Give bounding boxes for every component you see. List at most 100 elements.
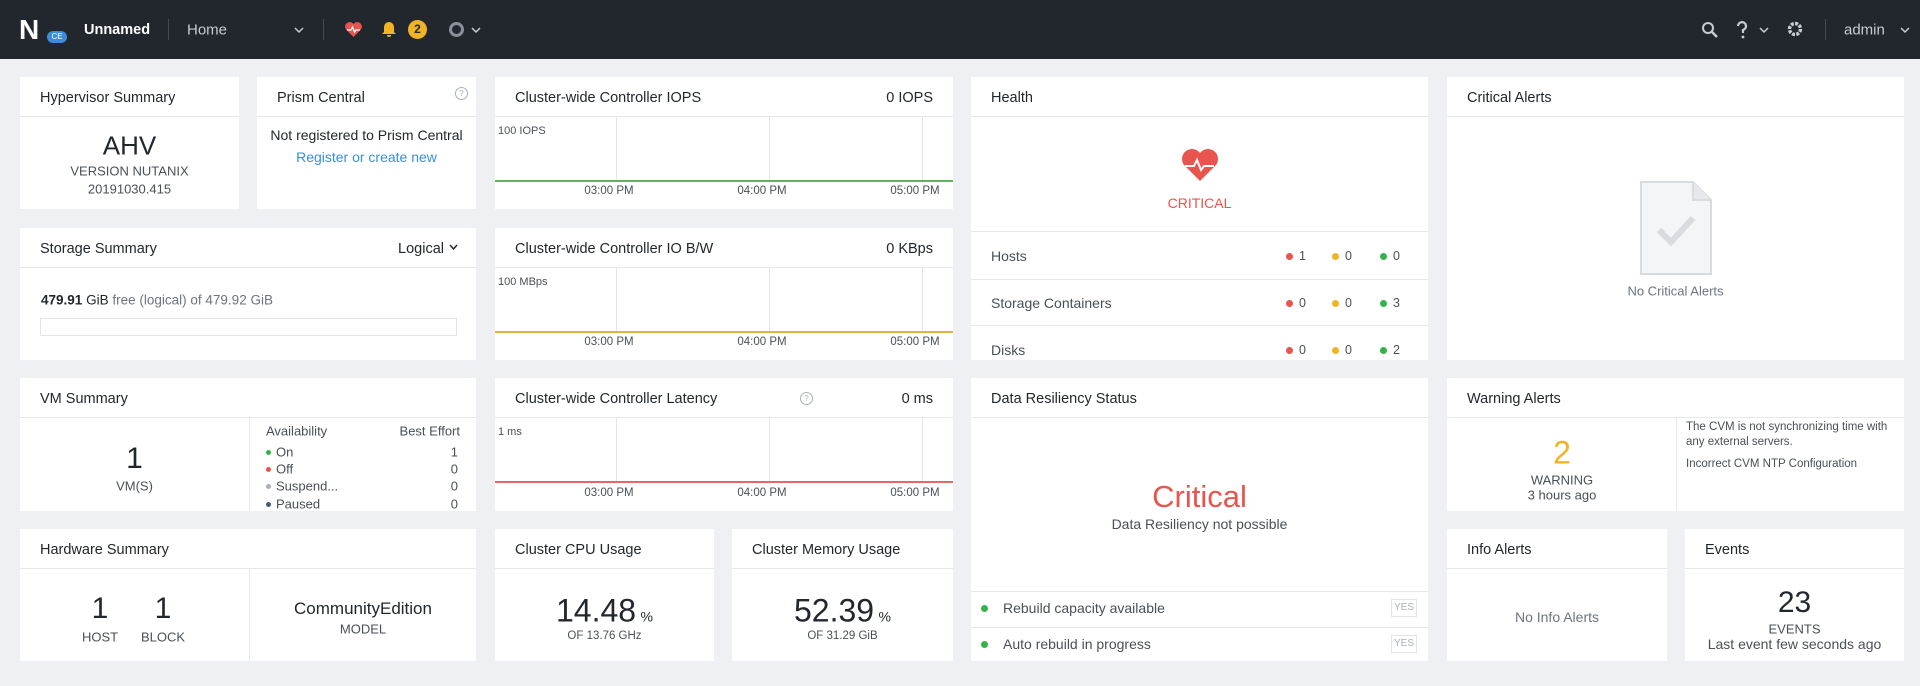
element: [449, 22, 464, 37]
state-count: 0: [450, 496, 458, 512]
widget-title: Data Resiliency Status: [991, 391, 1137, 407]
grid-line: [922, 117, 923, 181]
grid-line: [922, 268, 923, 332]
alert-message[interactable]: The CVM is not synchronizing time with a…: [1686, 421, 1888, 448]
latency-widget: Cluster-wide Controller Latency 0 ms ? 1 …: [495, 378, 953, 511]
cluster-name[interactable]: Unnamed: [84, 21, 151, 38]
state-dot: [266, 484, 271, 489]
mode-chevron[interactable]: [449, 244, 458, 251]
events-widget: Events 23 EVENTS Last event few seconds …: [1685, 529, 1904, 661]
check-dot: [981, 641, 988, 648]
time-label: 04:00 PM: [737, 487, 787, 499]
host-count: 1: [91, 592, 109, 625]
chart-line: [495, 331, 953, 333]
separator: [1825, 19, 1826, 40]
status: Not registered to Prism Central: [270, 127, 463, 143]
widget-header: Prism Central ?: [257, 77, 476, 117]
state-dot: [266, 467, 271, 472]
element: [1656, 215, 1696, 247]
alert-message[interactable]: Incorrect CVM NTP Configuration: [1686, 458, 1858, 470]
vm-count-label: VM(S): [116, 478, 153, 494]
widget-title: Storage Summary: [40, 241, 157, 257]
time-label: 03:00 PM: [584, 336, 634, 348]
widget-header: Storage Summary Logical: [20, 228, 476, 268]
element: [449, 244, 458, 251]
separator: [168, 19, 169, 40]
element: [1793, 27, 1797, 31]
widget-header: Events: [1685, 529, 1904, 569]
check-dot: [981, 605, 988, 612]
menu-chevron[interactable]: [294, 26, 304, 34]
state-label: Paused: [276, 496, 321, 512]
state-count: 0: [450, 461, 458, 477]
help-icon[interactable]: ?: [800, 392, 813, 405]
widget-header: VM Summary: [20, 378, 476, 418]
status-count: 0: [1345, 249, 1352, 263]
empty-text: No Info Alerts: [1514, 609, 1600, 625]
element: [1736, 21, 1748, 33]
hypervisor-name: AHV: [102, 130, 157, 161]
memory-usage: 52.39 %: [732, 593, 953, 630]
status-count: 3: [1393, 296, 1400, 310]
io-bw-widget: Cluster-wide Controller IO B/W 0 KBps 100…: [495, 228, 953, 360]
current-value: 0 IOPS: [886, 90, 933, 106]
warning-time: 3 hours ago: [1527, 487, 1597, 503]
settings-icon[interactable]: [1786, 20, 1804, 38]
user-menu[interactable]: admin: [1844, 21, 1885, 38]
model: CommunityEdition: [294, 599, 432, 618]
task-icon[interactable]: [448, 21, 465, 38]
widget-title: Events: [1705, 542, 1750, 558]
help-icon[interactable]: ?: [455, 87, 468, 100]
status-dot: [1380, 253, 1387, 260]
health-widget: Health CRITICAL Hosts 1 0 0 Storage Containe…: [971, 77, 1428, 360]
grid-line: [616, 268, 617, 332]
alert-count[interactable]: 2: [408, 20, 427, 39]
element: [471, 27, 481, 34]
separator: [971, 591, 1428, 592]
search-icon[interactable]: [1701, 21, 1718, 38]
hardware-widget: Hardware Summary 1 HOST 1 BLOCK Communit…: [20, 529, 476, 661]
grid-line: [769, 268, 770, 332]
memory-widget: Cluster Memory Usage 52.39 % OF 31.29 Gi…: [732, 529, 953, 661]
menu-select[interactable]: Home: [187, 21, 228, 38]
divider: [1676, 418, 1677, 511]
version-label: VERSION NUTANIX: [70, 163, 189, 179]
event-count-label: EVENTS: [1768, 621, 1821, 637]
time-label: 05:00 PM: [890, 185, 940, 197]
help-icon[interactable]: [1735, 20, 1749, 39]
memory-value: 52.39: [794, 592, 875, 629]
free-text: free (logical) of: [112, 292, 202, 308]
logo[interactable]: N: [19, 13, 39, 45]
free-unit: GiB: [86, 292, 109, 308]
memory-unit: %: [878, 608, 891, 625]
heart-icon: [1182, 149, 1218, 181]
element: [382, 22, 396, 37]
warning-alerts-widget: Warning Alerts 2 WARNING 3 hours ago The…: [1447, 378, 1904, 511]
task-chevron[interactable]: [471, 26, 481, 34]
availability: Best Effort: [399, 423, 460, 439]
grid-line: [616, 117, 617, 181]
state-label: Off: [276, 461, 294, 477]
widget-title: Prism Central: [277, 90, 365, 106]
storage-text: 479.91 GiB free (logical) of 479.92 GiB: [41, 293, 273, 308]
grid-line: [922, 418, 923, 482]
widget-title: Hardware Summary: [40, 542, 169, 558]
mode-select[interactable]: Logical: [398, 241, 444, 257]
event-count: 23: [1777, 586, 1812, 619]
element: [1640, 181, 1712, 275]
bell-icon[interactable]: [381, 20, 397, 38]
total: 479.92 GiB: [205, 292, 273, 308]
help-chevron[interactable]: [1759, 26, 1769, 34]
health-icon[interactable]: [344, 21, 363, 38]
register-link[interactable]: Register or create new: [296, 149, 437, 165]
time-label: 04:00 PM: [737, 336, 787, 348]
chart-scale: 100 MBps: [498, 276, 548, 288]
widget-title: Cluster CPU Usage: [515, 542, 642, 558]
widget-title: Cluster Memory Usage: [752, 542, 901, 558]
user-chevron[interactable]: [1900, 26, 1910, 34]
widget-title: VM Summary: [40, 391, 128, 407]
time-label: 04:00 PM: [737, 185, 787, 197]
status-dot: [1380, 300, 1387, 307]
status-count: 0: [1345, 343, 1352, 357]
separator: [971, 627, 1428, 628]
